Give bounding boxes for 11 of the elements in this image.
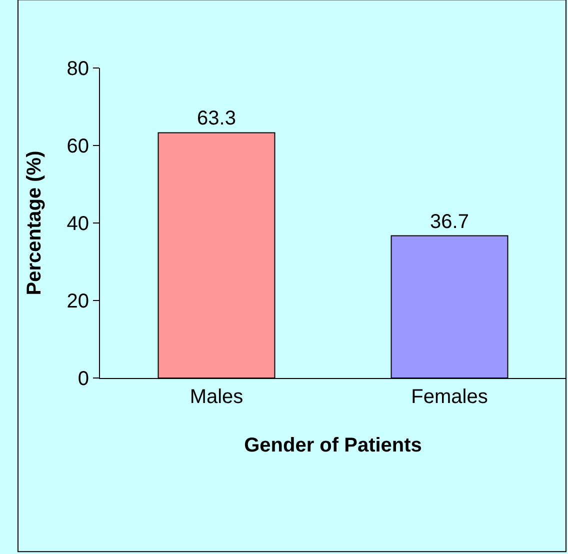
y-tick-label: 60 [66, 136, 89, 158]
y-axis-title: Percentage (%) [23, 150, 46, 296]
y-tick-label: 0 [78, 368, 89, 390]
x-tick-label: Females [411, 386, 488, 408]
y-tick-label: 80 [66, 58, 89, 80]
y-tick-label: 20 [66, 290, 89, 312]
x-tick-label: Males [190, 386, 244, 408]
data-label: 63.3 [197, 108, 236, 130]
x-axis-title: Gender of Patients [244, 434, 422, 456]
data-label: 36.7 [430, 210, 469, 233]
y-tick-label: 40 [66, 213, 89, 235]
